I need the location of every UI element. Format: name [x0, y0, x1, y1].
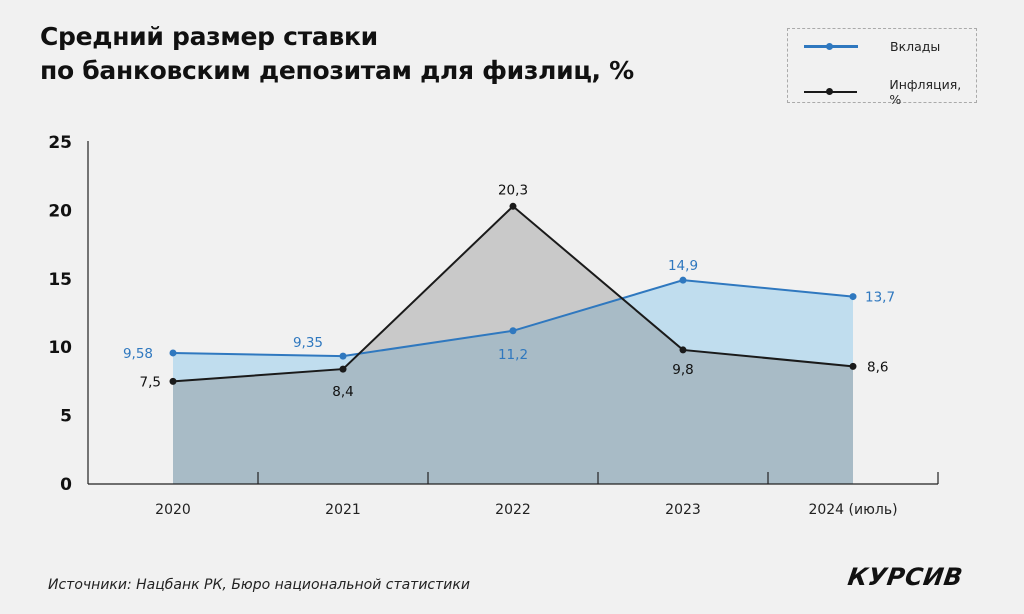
data-label: 11,2 [498, 347, 528, 363]
title-line-2: по банковским депозитам для физлиц, % [40, 56, 634, 85]
x-tick-label: 2020 [155, 502, 191, 518]
data-label: 8,4 [332, 384, 353, 400]
x-tick-label: 2021 [325, 502, 361, 518]
data-label: 20,3 [498, 182, 528, 198]
data-label: 9,8 [672, 362, 693, 378]
legend-label: Вклады [890, 39, 941, 54]
data-label: 9,35 [293, 335, 323, 351]
data-label: 13,7 [865, 290, 895, 306]
chart-title: Средний размер ставки по банковским депо… [40, 20, 634, 88]
x-tick-label: 2023 [665, 502, 701, 518]
data-label: 7,5 [140, 374, 161, 390]
x-tick-label: 2022 [495, 502, 531, 518]
data-point [339, 365, 347, 373]
legend-label: Инфляция, % [889, 77, 962, 107]
legend-item-deposits: Вклады [788, 39, 940, 54]
legend-line-black-icon [804, 88, 858, 95]
data-point [339, 352, 347, 360]
source-note: Источники: Нацбанк РК, Бюро национальной… [48, 577, 470, 593]
data-point [679, 346, 687, 354]
legend: Вклады Инфляция, % [787, 28, 977, 107]
y-tick-label: 5 [60, 407, 72, 427]
legend-item-inflation: Инфляция, % [788, 77, 976, 107]
y-tick-label: 10 [48, 338, 72, 358]
data-label: 9,58 [123, 346, 153, 362]
data-label: 14,9 [668, 258, 698, 274]
data-point [509, 327, 517, 335]
data-point [169, 349, 177, 357]
data-point [849, 362, 857, 370]
kursiv-logo: КУРСИВ [846, 563, 965, 591]
title-line-1: Средний размер ставки [40, 22, 378, 51]
y-tick-label: 25 [48, 133, 72, 153]
legend-line-blue-icon [804, 43, 858, 49]
x-tick-label: 2024 (июль) [808, 502, 897, 518]
y-tick-label: 0 [60, 475, 72, 495]
y-tick-label: 15 [48, 270, 72, 290]
data-point [169, 377, 177, 385]
data-point [679, 276, 687, 284]
data-point [849, 293, 857, 301]
data-point [509, 202, 517, 210]
y-tick-label: 20 [48, 201, 72, 221]
data-label: 8,6 [867, 359, 888, 375]
